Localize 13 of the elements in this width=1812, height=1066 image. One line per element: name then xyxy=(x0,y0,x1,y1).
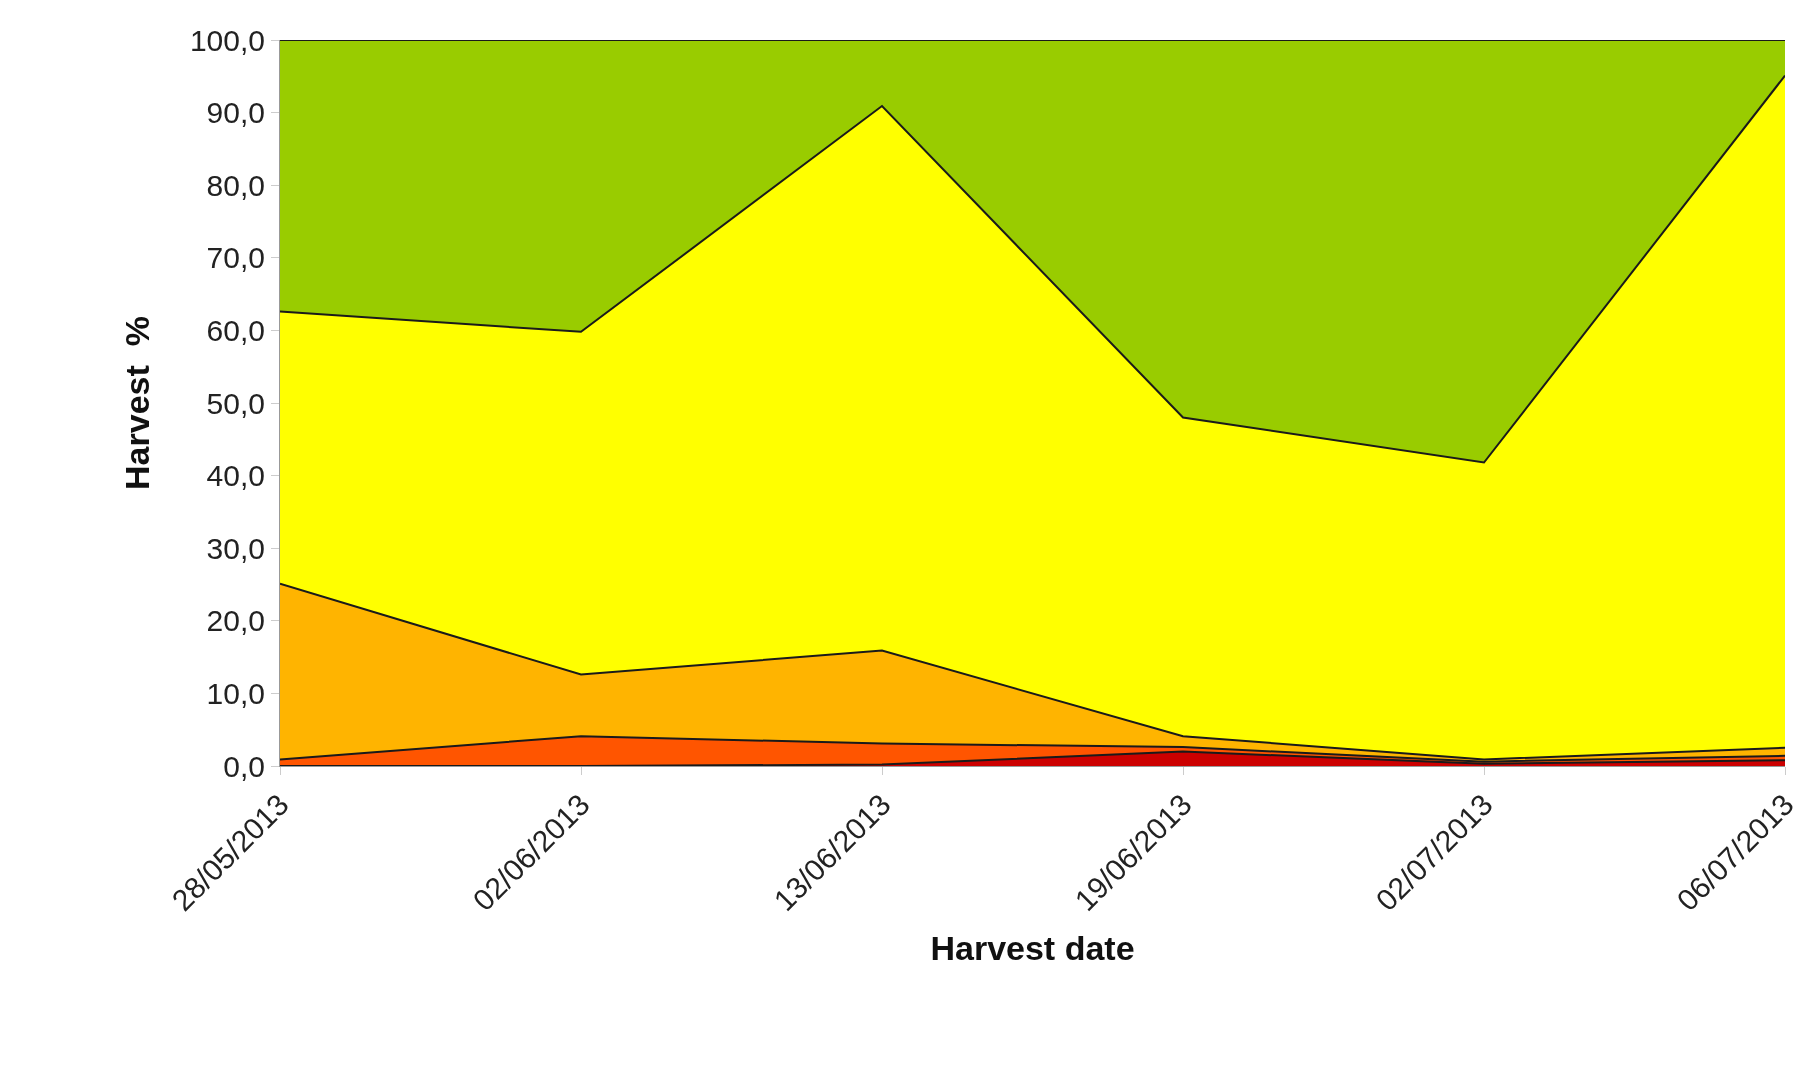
y-tick-label: 50,0 xyxy=(206,386,265,420)
y-axis-title: Harvest % xyxy=(117,316,156,490)
y-tick-label: 70,0 xyxy=(206,241,265,275)
y-tick-label: 40,0 xyxy=(206,459,265,493)
y-tick-label: 80,0 xyxy=(206,168,265,202)
y-tick-label: 10,0 xyxy=(206,676,265,710)
y-tick-label: 20,0 xyxy=(206,604,265,638)
x-axis-title: Harvest date xyxy=(930,929,1135,968)
y-tick-label: 60,0 xyxy=(206,313,265,347)
y-tick-label: 0,0 xyxy=(223,749,265,783)
y-tick-label: 90,0 xyxy=(206,96,265,130)
y-tick-label: 30,0 xyxy=(206,531,265,565)
y-tick-label: 100,0 xyxy=(189,23,265,57)
